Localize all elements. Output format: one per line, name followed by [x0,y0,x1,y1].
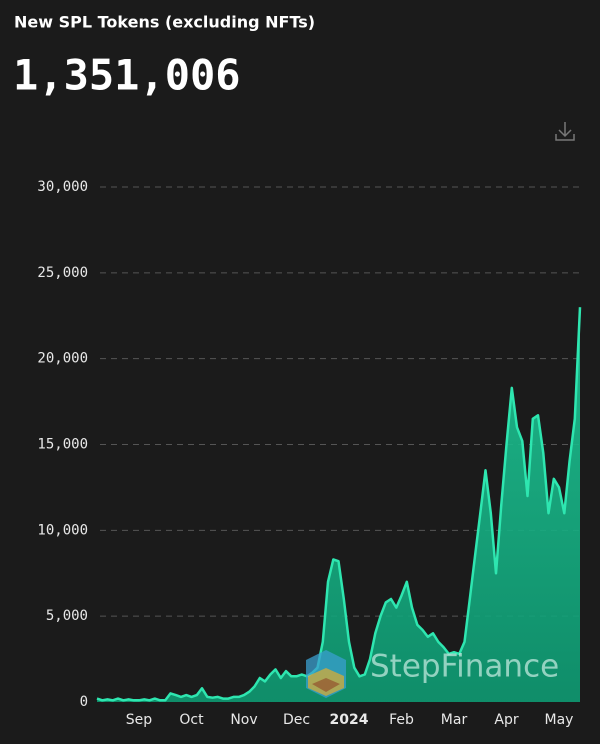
x-tick-label: Feb [389,712,414,728]
y-tick-label: 10,000 [37,522,88,538]
x-tick-label: Dec [283,712,310,728]
x-tick-label: 2024 [330,712,369,728]
headline: 1,351,006 [13,51,241,100]
area-fill [97,307,580,702]
x-tick-label: Oct [179,712,204,728]
x-tick-label: Mar [441,712,468,728]
x-tick-label: May [545,712,574,728]
y-tick-label: 0 [80,694,88,710]
x-tick-label: Sep [126,712,153,728]
watermark: StepFinance [306,649,559,698]
y-tick-label: 5,000 [46,608,88,624]
y-tick-label: 25,000 [37,265,88,281]
line [96,307,582,702]
watermark-text: StepFinance [370,649,559,685]
y-tick-label: 15,000 [37,437,88,453]
x-tick-label: Apr [494,712,518,728]
y-tick-label: 30,000 [37,179,88,195]
y-tick-label: 20,000 [37,351,88,367]
chart-title: New SPL Tokens (excluding NFTs) [14,13,315,32]
x-tick-label: Nov [230,712,257,728]
download-button[interactable] [555,122,575,141]
